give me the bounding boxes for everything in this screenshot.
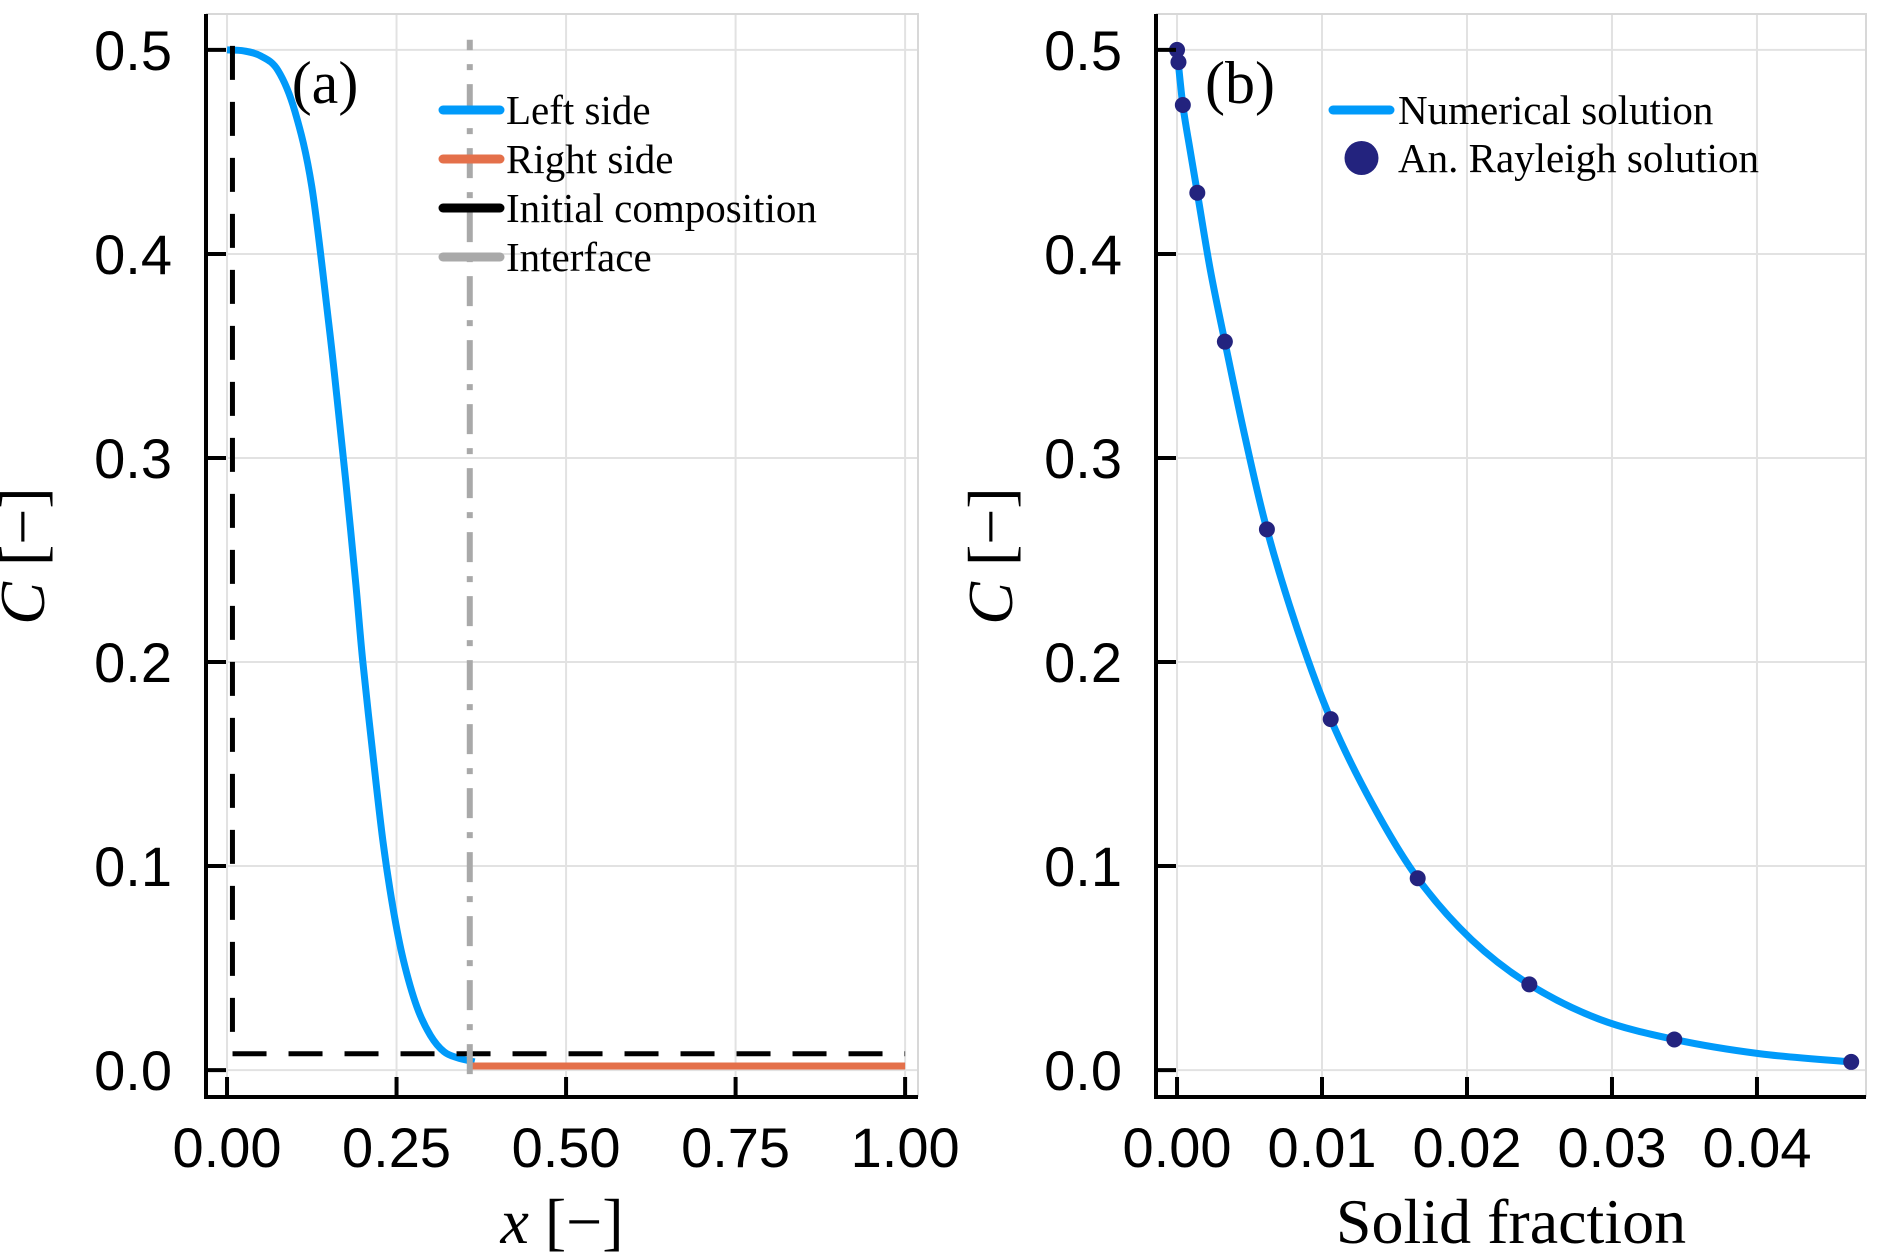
series-initial-composition-line — [229, 45, 906, 1057]
data-point — [1169, 41, 1186, 58]
series-an-rayleigh-solution-markers — [1169, 41, 1860, 1070]
y-tick-label: 0.0 — [94, 1039, 172, 1102]
x-tick-label: 0.00 — [1123, 1116, 1232, 1179]
legend-label-initial-composition: Initial composition — [506, 185, 817, 231]
x-tick-label: 1.00 — [851, 1116, 960, 1179]
panel-tag-a: (a) — [292, 50, 359, 116]
x-tick-label: 0.75 — [681, 1116, 790, 1179]
y-tick-label: 0.0 — [1044, 1039, 1122, 1102]
y-tick-label: 0.2 — [94, 631, 172, 694]
y-tick-label: 0.4 — [94, 223, 172, 286]
data-point — [1174, 96, 1191, 113]
y-tick-label: 0.3 — [1044, 427, 1122, 490]
legend-label-an-rayleigh-solution: An. Rayleigh solution — [1398, 135, 1759, 181]
data-point — [1322, 711, 1339, 728]
data-point — [1216, 333, 1233, 350]
legend-label-numerical-solution: Numerical solution — [1398, 87, 1713, 133]
panel-tag-b: (b) — [1205, 50, 1275, 116]
legend-label-right-side: Right side — [506, 136, 673, 182]
y-tick-label: 0.5 — [1044, 19, 1122, 82]
gridlines — [1156, 14, 1866, 1097]
axis-ticks: 0.0 0.1 0.2 0.3 0.4 0.5 0.00 0.01 0.02 0.03 0.04 — [1044, 19, 1811, 1179]
series-left-side-line — [226, 46, 476, 1066]
data-point — [1843, 1053, 1860, 1070]
data-point — [1521, 976, 1538, 993]
x-axis-title: x [−] — [499, 1186, 623, 1255]
y-tick-label: 0.2 — [1044, 631, 1122, 694]
legend-label-left-side: Left side — [506, 87, 651, 133]
data-point — [1258, 521, 1275, 538]
panel-a: 0.0 0.1 0.2 0.3 0.4 0.5 0.00 0.25 0.50 0.75 1.00 x … — [0, 13, 960, 1255]
panel-b: 0.0 0.1 0.2 0.3 0.4 0.5 0.00 0.01 0.02 0.03 0.04 So… — [955, 13, 1867, 1255]
x-tick-label: 0.02 — [1412, 1116, 1521, 1179]
x-tick-label: 0.25 — [342, 1116, 451, 1179]
y-axis-title: C [−] — [955, 487, 1026, 624]
y-tick-label: 0.3 — [94, 427, 172, 490]
x-tick-label: 0.01 — [1268, 1116, 1377, 1179]
x-tick-label: 0.50 — [512, 1116, 621, 1179]
x-tick-label: 0.00 — [173, 1116, 282, 1179]
y-tick-label: 0.1 — [94, 835, 172, 898]
gridlines — [206, 14, 918, 1097]
legend-marker-an-rayleigh-solution — [1344, 141, 1379, 175]
legend-label-interface: Interface — [506, 234, 652, 280]
data-point — [1409, 870, 1426, 887]
x-axis-title: Solid fraction — [1336, 1186, 1686, 1255]
axis-ticks: 0.0 0.1 0.2 0.3 0.4 0.5 0.00 0.25 0.50 0.75 1.00 — [94, 19, 959, 1179]
data-point — [1170, 54, 1187, 71]
series-numerical-solution-line — [1173, 49, 1852, 1066]
y-axis-title: C [−] — [0, 487, 58, 624]
plot-frame — [1156, 13, 1867, 1097]
data-point — [1666, 1031, 1683, 1048]
plot-frame — [206, 13, 919, 1097]
y-tick-label: 0.5 — [94, 19, 172, 82]
data-point — [1189, 184, 1206, 201]
x-tick-label: 0.04 — [1702, 1116, 1811, 1179]
y-tick-label: 0.4 — [1044, 223, 1122, 286]
x-tick-label: 0.03 — [1557, 1116, 1666, 1179]
y-tick-label: 0.1 — [1044, 835, 1122, 898]
